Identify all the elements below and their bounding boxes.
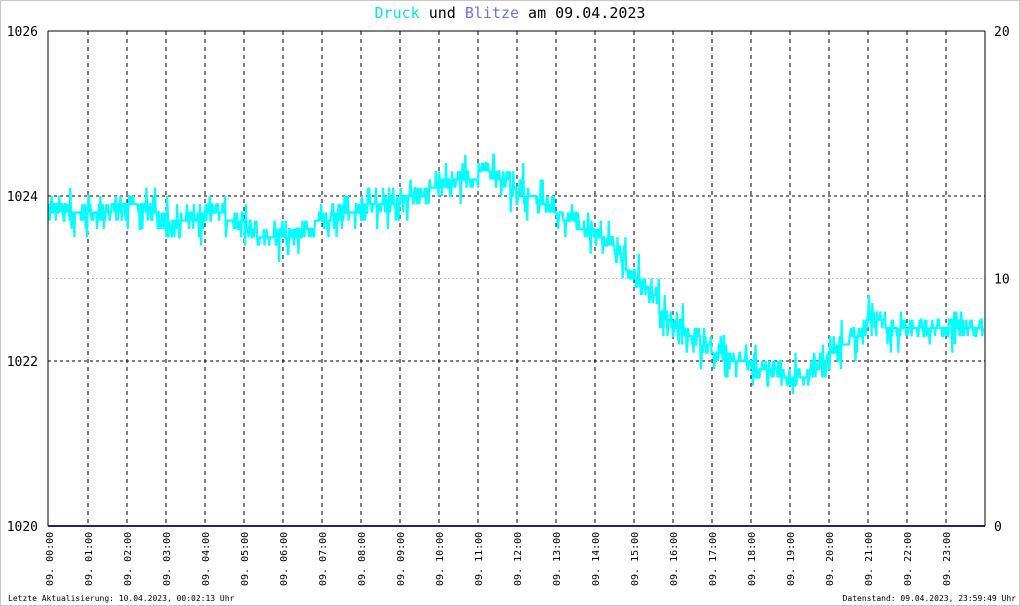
x-tick-label: 09. 21:00 <box>864 532 875 586</box>
x-tick-label: 09. 12:00 <box>513 532 524 586</box>
y-left-tick-label: 1020 <box>7 520 38 535</box>
y-right-tick-label: 20 <box>994 25 1010 40</box>
grid-lines <box>48 31 985 526</box>
y-left-tick-label: 1026 <box>7 25 38 40</box>
x-tick-label: 09. 02:00 <box>123 532 134 586</box>
footer-last-update: Letzte Aktualisierung: 10.04.2023, 00:02… <box>8 594 235 603</box>
x-tick-label: 09. 04:00 <box>201 532 212 586</box>
title-und: und <box>419 4 465 22</box>
y-left-tick-label: 1024 <box>7 190 38 205</box>
x-tick-label: 09. 13:00 <box>552 532 563 586</box>
x-tick-label: 09. 06:00 <box>279 532 290 586</box>
x-tick-label: 09. 08:00 <box>357 532 368 586</box>
x-tick-label: 09. 03:00 <box>162 532 173 586</box>
x-tick-label: 09. 05:00 <box>240 532 251 586</box>
y-right-tick-label: 0 <box>994 520 1002 535</box>
x-tick-label: 09. 23:00 <box>942 532 953 586</box>
x-tick-label: 09. 18:00 <box>747 532 758 586</box>
axes-layer <box>47 30 986 526</box>
x-tick-label: 09. 01:00 <box>84 532 95 586</box>
x-tick-label: 09. 10:00 <box>435 532 446 586</box>
x-tick-label: 09. 07:00 <box>318 532 329 586</box>
x-tick-label: 09. 15:00 <box>630 532 641 586</box>
chart-title: Druck und Blitze am 09.04.2023 <box>0 4 1020 22</box>
x-tick-label: 09. 14:00 <box>591 532 602 586</box>
series-layer <box>47 153 985 527</box>
x-tick-label: 09. 16:00 <box>669 532 680 586</box>
title-druck: Druck <box>374 4 420 22</box>
title-blitze: Blitze <box>464 4 520 22</box>
series-druck-line <box>47 153 985 395</box>
x-tick-label: 09. 09:00 <box>396 532 407 586</box>
x-tick-labels: 09. 00:00 09. 01:00 09. 02:00 09. 03:00 09. … <box>45 532 953 586</box>
title-date: am 09.04.2023 <box>519 4 646 22</box>
x-tick-label: 09. 19:00 <box>786 532 797 586</box>
x-tick-label: 09. 22:00 <box>903 532 914 586</box>
y-right-tick-label: 10 <box>994 273 1010 288</box>
x-tick-label: 09. 00:00 <box>45 532 56 586</box>
x-tick-label: 09. 20:00 <box>825 532 836 586</box>
x-tick-label: 09. 11:00 <box>474 532 485 586</box>
x-tick-label: 09. 17:00 <box>708 532 719 586</box>
y-left-tick-label: 1022 <box>7 355 38 370</box>
footer-data-status: Datenstand: 09.04.2023, 23:59:49 Uhr <box>842 594 1016 603</box>
